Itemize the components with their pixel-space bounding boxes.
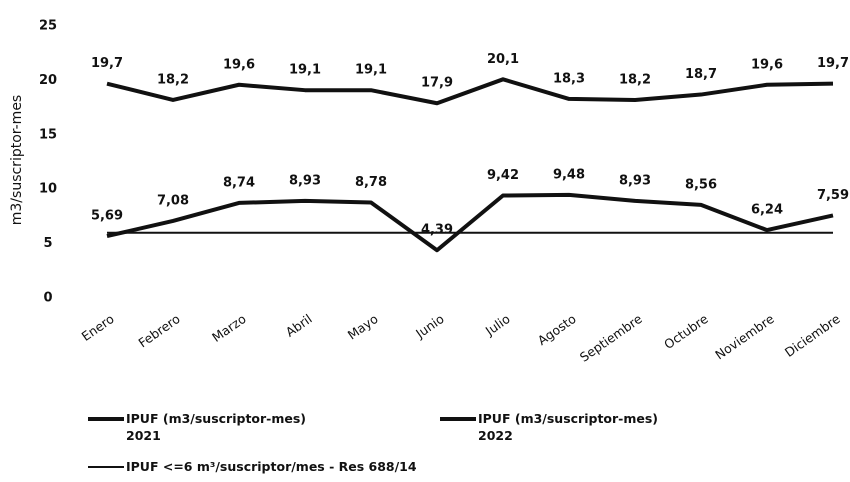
data-label: 8,93 (619, 173, 651, 188)
legend-item: IPUF (m3/suscriptor-mes) 2021 (88, 410, 326, 444)
data-label: 19,1 (289, 63, 321, 78)
legend-label: IPUF <=6 m³/suscriptor/mes - Res 688/14 (126, 459, 417, 474)
data-label: 20,1 (487, 52, 519, 67)
x-tick-label: Febrero (135, 311, 182, 350)
data-label: 17,9 (421, 76, 453, 91)
data-label: 6,24 (751, 203, 783, 218)
data-label: 8,93 (289, 173, 321, 188)
data-label: 7,08 (157, 193, 189, 208)
legend-swatch (88, 417, 124, 421)
x-tick-label: Junio (412, 311, 447, 341)
series-line (106, 77, 834, 106)
x-tick-label: Abril (283, 311, 315, 340)
legend-item: IPUF <=6 m³/suscriptor/mes - Res 688/14 (88, 458, 526, 475)
data-label: 19,6 (751, 57, 783, 72)
x-tick-label: Julio (482, 311, 513, 339)
data-label: 4,39 (421, 223, 453, 238)
x-tick-label: Mayo (345, 311, 381, 343)
data-label: 19,1 (355, 63, 387, 78)
data-label: 18,2 (619, 72, 651, 87)
x-tick-label: Marzo (209, 311, 249, 345)
data-label: 18,2 (157, 72, 189, 87)
data-label: 9,42 (487, 168, 519, 183)
data-label: 18,3 (553, 71, 585, 86)
y-tick-label: 15 (39, 127, 57, 142)
data-label: 9,48 (553, 167, 585, 182)
y-tick-label: 25 (39, 19, 57, 34)
data-label: 7,59 (817, 188, 849, 203)
series-line (106, 192, 834, 253)
chart: m3/suscriptor-mes 0 5 10 15 20 25 Enero Febrero… (9, 19, 849, 365)
data-label: 19,7 (91, 56, 123, 71)
data-label: 8,56 (685, 177, 717, 192)
legend-swatch (440, 417, 476, 421)
x-tick-label: Noviembre (712, 311, 777, 363)
x-tick-label: Enero (79, 311, 117, 344)
legend-item: IPUF (m3/suscriptor-mes) 2022 (440, 410, 678, 444)
data-label: 5,69 (91, 209, 123, 224)
y-tick-label: 5 (43, 236, 52, 251)
x-tick-label: Octubre (661, 311, 711, 352)
data-label: 19,6 (223, 57, 255, 72)
y-tick-label: 10 (39, 182, 57, 197)
x-tick-label: Septiembre (577, 311, 645, 365)
data-label: 8,78 (355, 175, 387, 190)
y-tick-label: 0 (43, 291, 52, 306)
legend-label: IPUF (m3/suscriptor-mes) 2021 (126, 411, 307, 443)
data-label: 8,74 (223, 175, 255, 190)
data-label: 19,7 (817, 56, 849, 71)
x-tick-label: Agosto (535, 311, 579, 348)
legend-label: IPUF (m3/suscriptor-mes) 2022 (478, 411, 659, 443)
data-label: 18,7 (685, 67, 717, 82)
legend-swatch (88, 466, 124, 468)
y-tick-label: 20 (39, 73, 57, 88)
x-tick-label: Diciembre (782, 311, 843, 360)
y-axis-label: m3/suscriptor-mes (9, 95, 25, 225)
